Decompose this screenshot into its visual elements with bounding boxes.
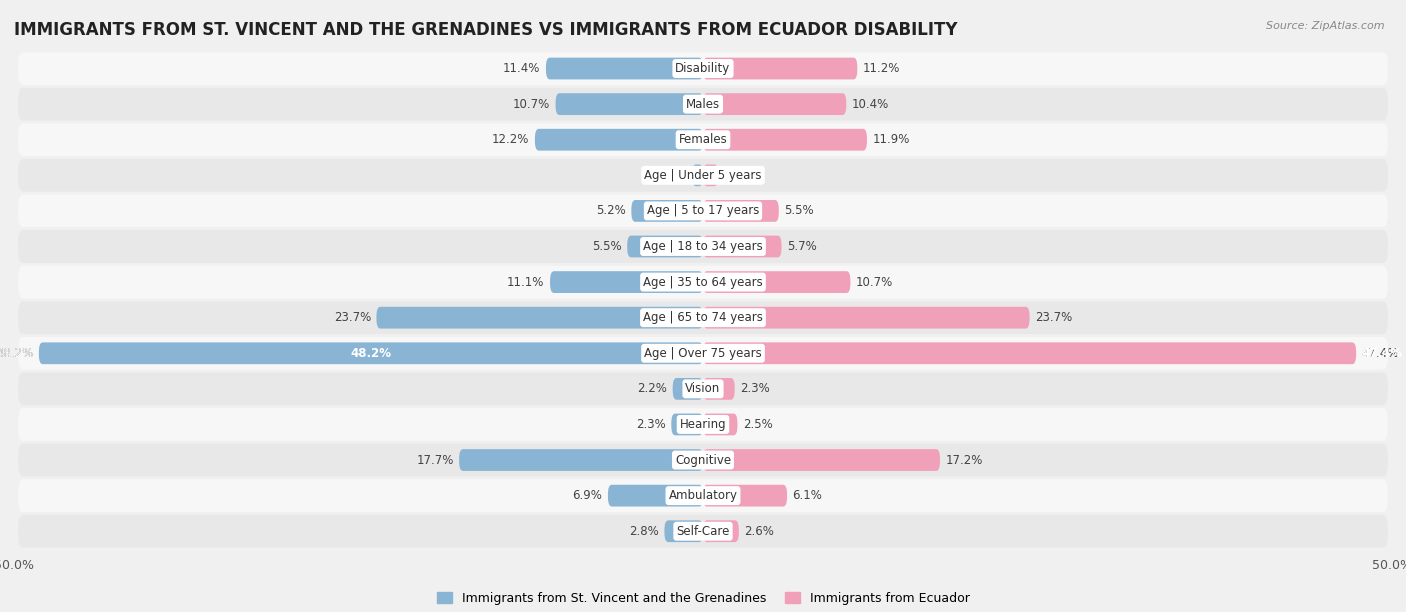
FancyBboxPatch shape [703, 129, 868, 151]
FancyBboxPatch shape [18, 230, 1388, 263]
FancyBboxPatch shape [671, 414, 703, 435]
FancyBboxPatch shape [534, 129, 703, 151]
Text: 5.5%: 5.5% [592, 240, 621, 253]
FancyBboxPatch shape [665, 520, 703, 542]
FancyBboxPatch shape [703, 271, 851, 293]
Text: Disability: Disability [675, 62, 731, 75]
Text: 11.4%: 11.4% [503, 62, 540, 75]
FancyBboxPatch shape [18, 337, 1388, 370]
Text: 17.2%: 17.2% [945, 453, 983, 466]
Text: 2.8%: 2.8% [628, 524, 659, 538]
Text: 48.2%: 48.2% [0, 347, 34, 360]
Text: 6.1%: 6.1% [793, 489, 823, 502]
FancyBboxPatch shape [703, 414, 738, 435]
Text: 23.7%: 23.7% [333, 311, 371, 324]
Text: 2.3%: 2.3% [740, 382, 770, 395]
FancyBboxPatch shape [631, 200, 703, 222]
FancyBboxPatch shape [550, 271, 703, 293]
FancyBboxPatch shape [18, 266, 1388, 299]
FancyBboxPatch shape [703, 342, 1357, 364]
Text: Ambulatory: Ambulatory [668, 489, 738, 502]
Text: 23.7%: 23.7% [1035, 311, 1073, 324]
FancyBboxPatch shape [18, 124, 1388, 156]
FancyBboxPatch shape [692, 165, 703, 186]
FancyBboxPatch shape [39, 342, 703, 364]
Text: Age | Under 5 years: Age | Under 5 years [644, 169, 762, 182]
Text: 47.4%: 47.4% [1361, 347, 1399, 360]
Text: 47.4%: 47.4% [1361, 347, 1403, 360]
Text: 48.2%: 48.2% [350, 347, 391, 360]
Text: 5.2%: 5.2% [596, 204, 626, 217]
Text: 10.7%: 10.7% [513, 98, 550, 111]
Text: Females: Females [679, 133, 727, 146]
Text: Age | 35 to 64 years: Age | 35 to 64 years [643, 275, 763, 289]
FancyBboxPatch shape [703, 236, 782, 258]
Text: Cognitive: Cognitive [675, 453, 731, 466]
FancyBboxPatch shape [703, 200, 779, 222]
Text: Age | 18 to 34 years: Age | 18 to 34 years [643, 240, 763, 253]
Text: 0.79%: 0.79% [650, 169, 686, 182]
Text: 48.2%: 48.2% [0, 347, 34, 360]
FancyBboxPatch shape [703, 449, 941, 471]
FancyBboxPatch shape [18, 52, 1388, 85]
Text: 2.5%: 2.5% [742, 418, 773, 431]
Text: 6.9%: 6.9% [572, 489, 602, 502]
Text: Vision: Vision [685, 382, 721, 395]
Text: Age | 5 to 17 years: Age | 5 to 17 years [647, 204, 759, 217]
Legend: Immigrants from St. Vincent and the Grenadines, Immigrants from Ecuador: Immigrants from St. Vincent and the Gren… [432, 587, 974, 610]
FancyBboxPatch shape [703, 520, 738, 542]
FancyBboxPatch shape [607, 485, 703, 507]
Text: 11.9%: 11.9% [873, 133, 910, 146]
Text: 10.4%: 10.4% [852, 98, 889, 111]
FancyBboxPatch shape [18, 88, 1388, 121]
FancyBboxPatch shape [627, 236, 703, 258]
FancyBboxPatch shape [18, 515, 1388, 548]
Text: 5.7%: 5.7% [787, 240, 817, 253]
FancyBboxPatch shape [377, 307, 703, 329]
Text: Hearing: Hearing [679, 418, 727, 431]
FancyBboxPatch shape [703, 378, 735, 400]
FancyBboxPatch shape [18, 408, 1388, 441]
Text: 12.2%: 12.2% [492, 133, 530, 146]
FancyBboxPatch shape [703, 485, 787, 507]
Text: 5.5%: 5.5% [785, 204, 814, 217]
FancyBboxPatch shape [460, 449, 703, 471]
FancyBboxPatch shape [18, 373, 1388, 405]
Text: Age | Over 75 years: Age | Over 75 years [644, 347, 762, 360]
FancyBboxPatch shape [546, 58, 703, 80]
Text: 11.2%: 11.2% [863, 62, 900, 75]
FancyBboxPatch shape [555, 93, 703, 115]
Text: 1.1%: 1.1% [724, 169, 754, 182]
Text: 17.7%: 17.7% [416, 453, 454, 466]
Text: 2.6%: 2.6% [744, 524, 775, 538]
Text: 10.7%: 10.7% [856, 275, 893, 289]
FancyBboxPatch shape [18, 195, 1388, 227]
Text: 11.1%: 11.1% [508, 275, 544, 289]
FancyBboxPatch shape [18, 301, 1388, 334]
FancyBboxPatch shape [672, 378, 703, 400]
Text: Source: ZipAtlas.com: Source: ZipAtlas.com [1267, 21, 1385, 31]
FancyBboxPatch shape [703, 165, 718, 186]
FancyBboxPatch shape [703, 58, 858, 80]
Text: Age | 65 to 74 years: Age | 65 to 74 years [643, 311, 763, 324]
FancyBboxPatch shape [18, 159, 1388, 192]
Text: 2.2%: 2.2% [637, 382, 668, 395]
FancyBboxPatch shape [703, 307, 1029, 329]
Text: Self-Care: Self-Care [676, 524, 730, 538]
FancyBboxPatch shape [18, 479, 1388, 512]
Text: 2.3%: 2.3% [636, 418, 666, 431]
Text: Males: Males [686, 98, 720, 111]
FancyBboxPatch shape [18, 444, 1388, 476]
Text: IMMIGRANTS FROM ST. VINCENT AND THE GRENADINES VS IMMIGRANTS FROM ECUADOR DISABI: IMMIGRANTS FROM ST. VINCENT AND THE GREN… [14, 21, 957, 39]
FancyBboxPatch shape [703, 93, 846, 115]
